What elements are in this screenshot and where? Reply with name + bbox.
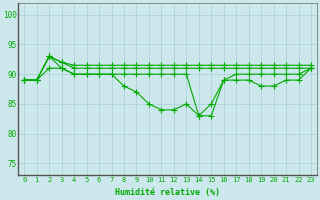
X-axis label: Humidité relative (%): Humidité relative (%) — [115, 188, 220, 197]
